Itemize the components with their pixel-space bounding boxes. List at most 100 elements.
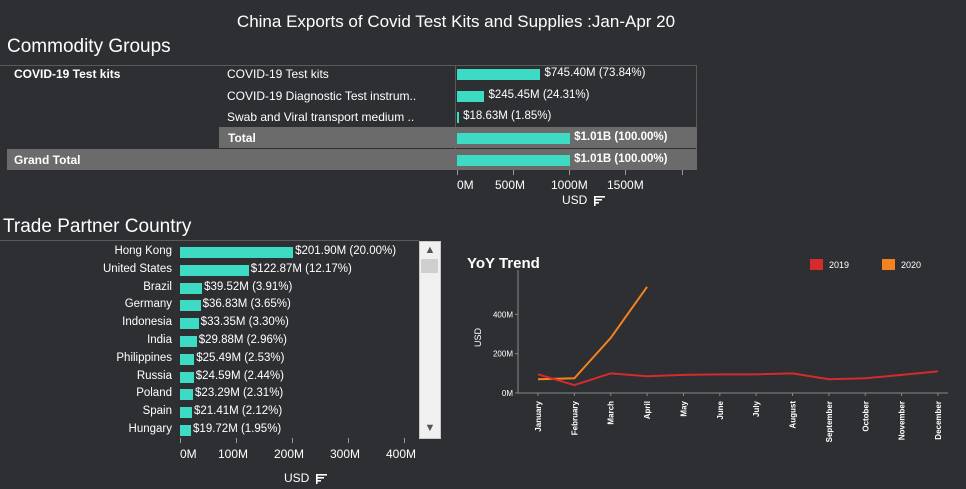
trend-x-tick-label: July (752, 400, 761, 417)
trend-y-tick-label: 200M (493, 350, 513, 359)
country-bar[interactable] (180, 247, 294, 258)
commodity-axis-tick-label: 1000M (551, 178, 588, 192)
commodity-axis-gridtick (569, 170, 570, 175)
commodity-bar[interactable] (457, 112, 460, 123)
commodity-bar[interactable] (457, 69, 541, 80)
partner-x-axis: 0M 100M 200M 300M 400M (179, 438, 419, 468)
country-label: Germany (124, 298, 172, 311)
partner-axis-tick-label: 0M (180, 447, 197, 461)
commodity-axis-gridtick (457, 170, 458, 175)
commodity-row-label: Swab and Viral transport medium .. (227, 110, 415, 124)
partner-axis-tick-label: 200M (274, 447, 305, 461)
commodity-row-label: COVID-19 Diagnostic Test instrum.. (227, 89, 417, 103)
trend-x-tick-label: February (570, 400, 579, 435)
sort-filter-icon[interactable] (315, 473, 327, 484)
partner-axis-gridtick (348, 438, 349, 443)
total-label: Total (228, 131, 256, 145)
grand-total-bar[interactable] (457, 155, 571, 166)
country-label: Hungary (128, 423, 172, 435)
country-label: Poland (136, 387, 172, 400)
country-bar[interactable] (180, 318, 199, 330)
sort-filter-icon[interactable] (593, 195, 605, 206)
partner-axis-gridtick (404, 438, 405, 443)
scrollbar-thumb[interactable] (421, 259, 438, 273)
yoy-trend-chart: YoY Trend 2019 2020 USD 0M 200M 400M January… (467, 255, 948, 442)
country-bar[interactable] (180, 353, 195, 365)
country-label: Spain (142, 405, 172, 418)
series-line-2019[interactable] (537, 370, 939, 387)
legend-label: 2019 (829, 260, 849, 270)
total-bar[interactable] (457, 133, 571, 144)
legend-swatch (810, 259, 823, 270)
commodity-axis-gridtick (682, 170, 683, 175)
country-label: Russia (136, 369, 172, 382)
country-bar[interactable] (180, 264, 249, 276)
trend-x-tick-label: January (534, 400, 543, 431)
country-label: United States (102, 262, 172, 275)
trend-x-tick-label: September (825, 401, 834, 442)
trend-y-tick-label: 400M (493, 310, 513, 319)
country-bar[interactable] (180, 336, 197, 347)
commodity-axis-gridtick (513, 170, 514, 175)
trend-x-tick-label: August (789, 401, 798, 429)
commodity-row-label: COVID-19 Test kits (227, 67, 329, 81)
chevron-down-icon[interactable]: ▼ (424, 422, 436, 434)
partner-axis-gridtick (236, 438, 237, 443)
partner-axis-title: USD (284, 471, 327, 485)
commodity-group-label: COVID-19 Test kits (14, 67, 121, 81)
partner-section-title: Trade Partner Country (3, 216, 192, 237)
country-bar-value: $33.35M (3.30%) (200, 316, 289, 329)
partner-axis-gridtick (180, 438, 181, 443)
commodity-bar[interactable] (457, 91, 485, 102)
country-bar[interactable] (180, 407, 192, 419)
commodity-axis-tick-label: 1500M (607, 178, 644, 192)
country-bar-value: $23.29M (2.31%) (195, 387, 284, 400)
commodity-bar-value: $18.63M (1.85%) (463, 110, 552, 122)
country-bar-value: $39.52M (3.91%) (204, 280, 293, 293)
country-bar[interactable] (180, 300, 201, 312)
trend-title: YoY Trend (467, 255, 540, 272)
country-label: Philippines (116, 351, 172, 364)
series-line-2020[interactable] (537, 286, 648, 381)
partner-axis-label: USD (284, 471, 310, 485)
trend-x-tick-label: June (716, 400, 725, 419)
chevron-up-icon[interactable]: ▲ (424, 244, 436, 256)
commodity-axis-tick-label: 500M (495, 178, 526, 192)
country-label: Brazil (143, 280, 172, 293)
legend-label: 2020 (901, 260, 921, 270)
country-bar[interactable] (180, 371, 194, 383)
trend-y-tick-label: 0M (502, 389, 513, 398)
commodity-axis-title: USD (562, 193, 605, 207)
country-bar-value: $21.41M (2.12%) (193, 405, 283, 418)
trend-x-tick-label: October (861, 401, 870, 432)
commodity-bar-value: $245.45M (24.31%) (488, 89, 590, 101)
country-bar-value: $19.72M (1.95%) (193, 423, 282, 435)
legend-swatch (882, 259, 895, 270)
partner-scrollbar[interactable]: ▲ ▼ (419, 241, 441, 439)
trend-x-tick-label: March (607, 401, 616, 425)
country-bar-value: $29.88M (2.96%) (198, 334, 287, 346)
partner-axis-gridtick (292, 438, 293, 443)
partner-chart: Hong Kong $201.90M (20.00%) United States $… (0, 240, 420, 440)
country-bar[interactable] (180, 425, 192, 436)
country-bar[interactable] (180, 389, 194, 401)
trend-y-label: USD (473, 327, 483, 347)
commodity-bar-value: $745.40M (73.84%) (544, 67, 646, 79)
partner-axis-tick-label: 300M (330, 447, 361, 461)
dashboard-title: China Exports of Covid Test Kits and Sup… (236, 12, 676, 31)
partner-axis-tick-label: 100M (218, 447, 249, 461)
commodity-x-axis: 0M 500M 1000M 1500M (456, 170, 696, 210)
country-bar[interactable] (180, 282, 203, 294)
country-bar-value: $36.83M (3.65%) (202, 298, 291, 311)
grand-total-bar-value: $1.01B (100.00%) (574, 153, 668, 165)
country-bar-value: $24.59M (2.44%) (195, 369, 284, 382)
total-bar-value: $1.01B (100.00%) (574, 131, 668, 143)
country-bar-value: $25.49M (2.53%) (196, 351, 285, 364)
country-bar-value: $201.90M (20.00%) (295, 245, 397, 257)
commodity-axis-tick-label: 0M (457, 178, 474, 192)
country-bar-value: $122.87M (12.17%) (250, 262, 352, 275)
country-label: Hong Kong (114, 245, 172, 257)
partner-axis-tick-label: 400M (386, 447, 417, 461)
grand-total-label: Grand Total (14, 153, 81, 167)
commodity-table: COVID-19 Test kits COVID-19 Test kits $74… (0, 63, 700, 183)
